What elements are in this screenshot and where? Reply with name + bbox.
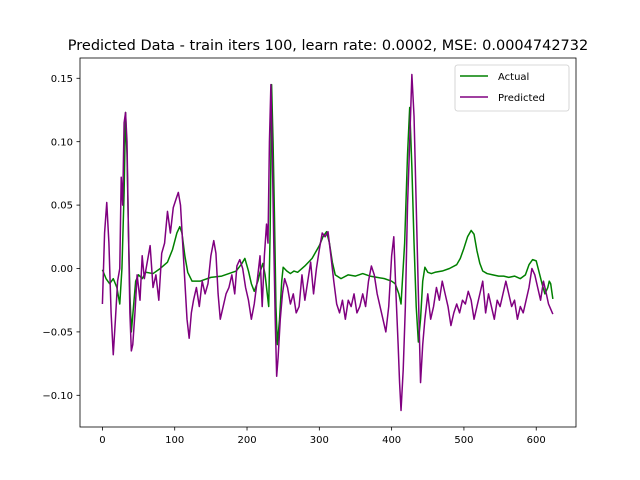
y-tick-label: −0.05	[42, 327, 73, 338]
plot-area	[101, 73, 554, 412]
axes: 0 100 200 300 400 500 600 −0.10 −0.05 0.00 0.05 0.1…	[42, 57, 577, 446]
chart-title: Predicted Data - train iters 100, learn …	[68, 38, 588, 54]
x-tick-label: 0	[99, 435, 105, 446]
y-tick-label: 0.00	[51, 264, 73, 275]
x-tick-label: 100	[165, 435, 184, 446]
series-line-actual	[101, 83, 554, 346]
y-tick-label: 0.05	[51, 201, 73, 212]
legend: Actual Predicted	[454, 64, 570, 112]
x-tick-label: 400	[382, 435, 401, 446]
x-tick-label: 300	[310, 435, 329, 446]
legend-label-predicted: Predicted	[498, 93, 545, 104]
y-tick-label: 0.15	[51, 74, 73, 85]
x-tick-label: 200	[237, 435, 256, 446]
y-tick-label: 0.10	[51, 137, 73, 148]
x-tick-label: 600	[527, 435, 546, 446]
legend-label-actual: Actual	[498, 72, 529, 83]
y-tick-label: −0.10	[42, 391, 73, 402]
axes-frame	[79, 57, 577, 428]
x-tick-label: 500	[454, 435, 473, 446]
series-line-predicted	[101, 73, 554, 412]
